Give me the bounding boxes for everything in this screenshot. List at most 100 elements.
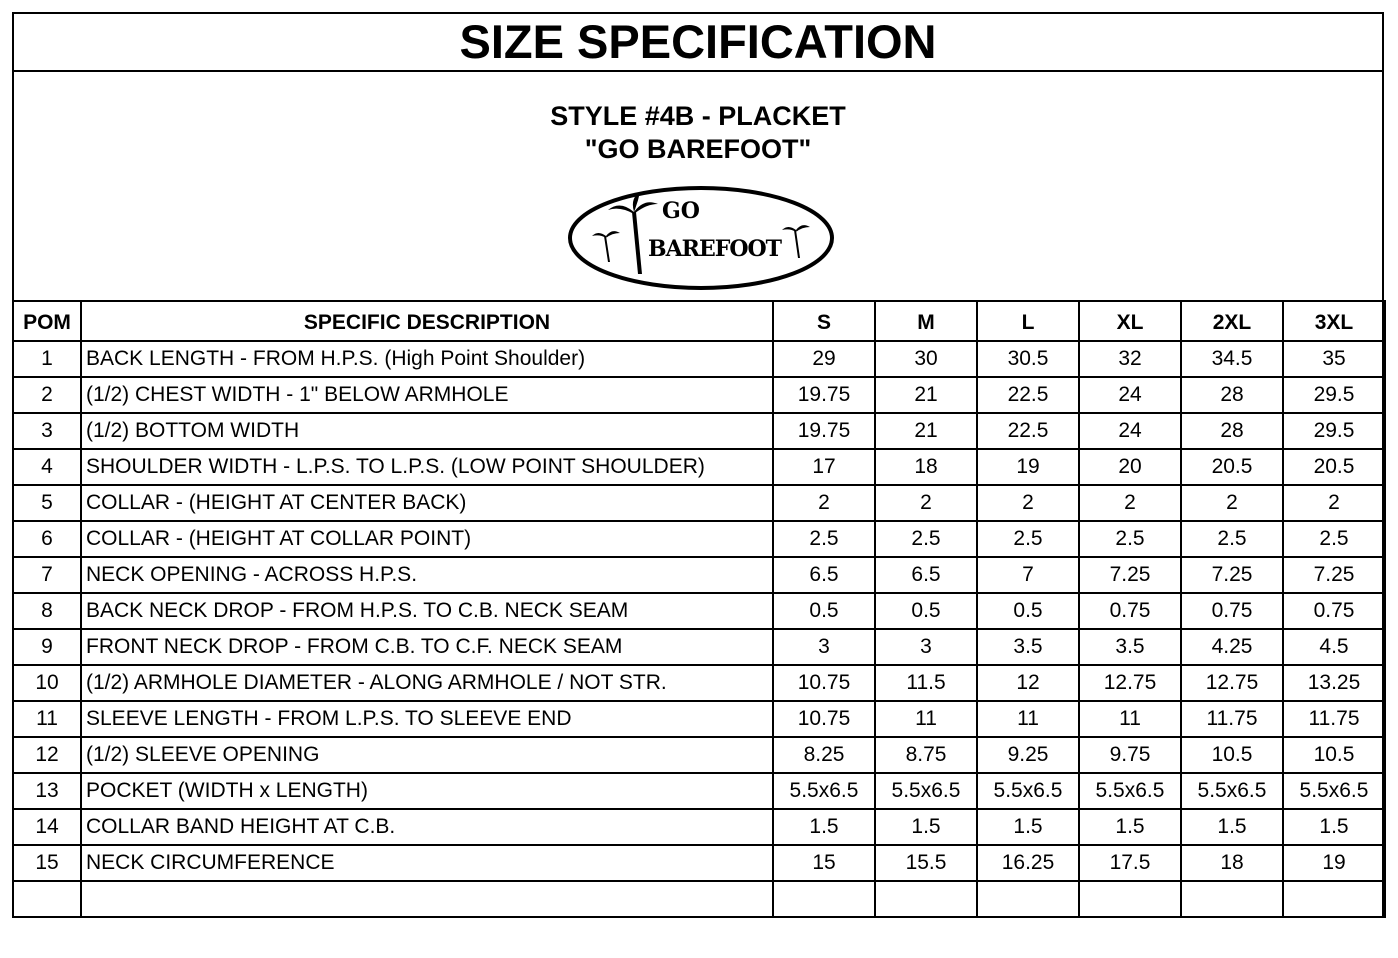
description-cell: (1/2) ARMHOLE DIAMETER - ALONG ARMHOLE /… <box>80 664 774 702</box>
pom-cell: 1 <box>12 340 82 378</box>
measurement-cell: 28 <box>1180 412 1284 450</box>
measurement-cell: 22.5 <box>976 376 1080 414</box>
measurement-cell: 6.5 <box>772 556 876 594</box>
table-row: 1 BACK LENGTH - FROM H.P.S. (High Point S… <box>12 340 1386 378</box>
measurement-cell: 5.5x6.5 <box>1078 772 1182 810</box>
table-row: 3 (1/2) BOTTOM WIDTH 19.75 21 22.5 24 28 29.5 <box>12 412 1386 450</box>
description-cell: (1/2) BOTTOM WIDTH <box>80 412 774 450</box>
table-row: 4 SHOULDER WIDTH - L.P.S. TO L.P.S. (LOW … <box>12 448 1386 486</box>
measurement-cell: 1.5 <box>976 808 1080 846</box>
header-xl: XL <box>1078 300 1182 342</box>
measurement-cell: 2.5 <box>1282 520 1386 558</box>
measurement-cell: 35 <box>1282 340 1386 378</box>
measurement-cell: 19.75 <box>772 376 876 414</box>
pom-cell: 13 <box>12 772 82 810</box>
measurement-cell: 1.5 <box>772 808 876 846</box>
measurement-cell: 2.5 <box>1078 520 1182 558</box>
description-cell: BACK LENGTH - FROM H.P.S. (High Point Sh… <box>80 340 774 378</box>
header-s: S <box>772 300 876 342</box>
measurement-cell: 2.5 <box>1180 520 1284 558</box>
pom-cell: 11 <box>12 700 82 738</box>
description-cell: COLLAR - (HEIGHT AT CENTER BACK) <box>80 484 774 522</box>
table-row: 15 NECK CIRCUMFERENCE 15 15.5 16.25 17.5 18 19 <box>12 844 1386 882</box>
style-header: STYLE #4B - PLACKET "GO BAREFOOT" GO BAR… <box>14 72 1382 300</box>
table-row: 6 COLLAR - (HEIGHT AT COLLAR POINT) 2.5 2.5… <box>12 520 1386 558</box>
measurement-cell: 0.5 <box>874 592 978 630</box>
header-2xl: 2XL <box>1180 300 1284 342</box>
table-row: 8 BACK NECK DROP - FROM H.P.S. TO C.B. NE… <box>12 592 1386 630</box>
table-row: 5 COLLAR - (HEIGHT AT CENTER BACK) 2 2 2 2 2 2 <box>12 484 1386 522</box>
palm-tree-icon <box>592 192 810 274</box>
measurement-cell: 21 <box>874 412 978 450</box>
spec-table: POM SPECIFIC DESCRIPTION S M L XL 2XL 3XL 1 BACK… <box>12 300 1386 918</box>
measurement-cell: 13.25 <box>1282 664 1386 702</box>
pom-cell: 7 <box>12 556 82 594</box>
description-cell <box>80 880 774 918</box>
measurement-cell: 7.25 <box>1282 556 1386 594</box>
measurement-cell: 10.5 <box>1282 736 1386 774</box>
measurement-cell: 34.5 <box>1180 340 1284 378</box>
measurement-cell: 11.5 <box>874 664 978 702</box>
measurement-cell: 2 <box>874 484 978 522</box>
measurement-cell: 7 <box>976 556 1080 594</box>
measurement-cell: 3.5 <box>1078 628 1182 666</box>
pom-cell: 12 <box>12 736 82 774</box>
description-cell: (1/2) SLEEVE OPENING <box>80 736 774 774</box>
measurement-cell: 2 <box>1180 484 1284 522</box>
logo-text-barefoot: BAREFOOT <box>648 236 783 262</box>
measurement-cell: 1.5 <box>874 808 978 846</box>
measurement-cell: 2 <box>1282 484 1386 522</box>
table-row: 14 COLLAR BAND HEIGHT AT C.B. 1.5 1.5 1.5 1.5… <box>12 808 1386 846</box>
measurement-cell: 11.75 <box>1180 700 1284 738</box>
measurement-cell: 4.5 <box>1282 628 1386 666</box>
header-description: SPECIFIC DESCRIPTION <box>80 300 774 342</box>
size-spec-sheet: SIZE SPECIFICATION STYLE #4B - PLACKET "… <box>12 12 1386 918</box>
measurement-cell: 30.5 <box>976 340 1080 378</box>
measurement-cell: 11.75 <box>1282 700 1386 738</box>
pom-cell: 14 <box>12 808 82 846</box>
page-title: SIZE SPECIFICATION <box>14 14 1382 72</box>
table-row: 7 NECK OPENING - ACROSS H.P.S. 6.5 6.5 7 7.25… <box>12 556 1386 594</box>
table-row: 12 (1/2) SLEEVE OPENING 8.25 8.75 9.25 9.75 10… <box>12 736 1386 774</box>
description-cell: COLLAR - (HEIGHT AT COLLAR POINT) <box>80 520 774 558</box>
measurement-cell: 8.25 <box>772 736 876 774</box>
table-header-row: POM SPECIFIC DESCRIPTION S M L XL 2XL 3XL <box>12 300 1386 342</box>
measurement-cell: 18 <box>874 448 978 486</box>
measurement-cell: 8.75 <box>874 736 978 774</box>
measurement-cell: 5.5x6.5 <box>1180 772 1284 810</box>
measurement-cell: 0.75 <box>1282 592 1386 630</box>
measurement-cell: 2.5 <box>772 520 876 558</box>
measurement-cell: 2.5 <box>874 520 978 558</box>
measurement-cell: 11 <box>1078 700 1182 738</box>
measurement-cell: 0.75 <box>1180 592 1284 630</box>
measurement-cell: 0.5 <box>976 592 1080 630</box>
measurement-cell: 5.5x6.5 <box>1282 772 1386 810</box>
style-number: STYLE #4B - PLACKET <box>550 101 846 131</box>
measurement-cell: 10.5 <box>1180 736 1284 774</box>
measurement-cell: 2.5 <box>976 520 1080 558</box>
pom-cell: 4 <box>12 448 82 486</box>
measurement-cell: 24 <box>1078 376 1182 414</box>
measurement-cell: 5.5x6.5 <box>772 772 876 810</box>
measurement-cell: 32 <box>1078 340 1182 378</box>
table-row <box>12 880 1386 918</box>
pom-cell: 9 <box>12 628 82 666</box>
description-cell: FRONT NECK DROP - FROM C.B. TO C.F. NECK… <box>80 628 774 666</box>
measurement-cell: 11 <box>976 700 1080 738</box>
measurement-cell: 12 <box>976 664 1080 702</box>
table-row: 2 (1/2) CHEST WIDTH - 1" BELOW ARMHOLE 19.… <box>12 376 1386 414</box>
measurement-cell: 12.75 <box>1078 664 1182 702</box>
measurement-cell: 21 <box>874 376 978 414</box>
description-cell: NECK OPENING - ACROSS H.P.S. <box>80 556 774 594</box>
measurement-cell: 29.5 <box>1282 412 1386 450</box>
table-row: 9 FRONT NECK DROP - FROM C.B. TO C.F. NEC… <box>12 628 1386 666</box>
measurement-cell: 5.5x6.5 <box>976 772 1080 810</box>
measurement-cell <box>1282 880 1386 918</box>
description-cell: POCKET (WIDTH x LENGTH) <box>80 772 774 810</box>
pom-cell: 15 <box>12 844 82 882</box>
measurement-cell: 2 <box>1078 484 1182 522</box>
style-name: "GO BAREFOOT" <box>584 134 812 164</box>
header-pom: POM <box>12 300 82 342</box>
measurement-cell: 19 <box>976 448 1080 486</box>
measurement-cell: 17.5 <box>1078 844 1182 882</box>
